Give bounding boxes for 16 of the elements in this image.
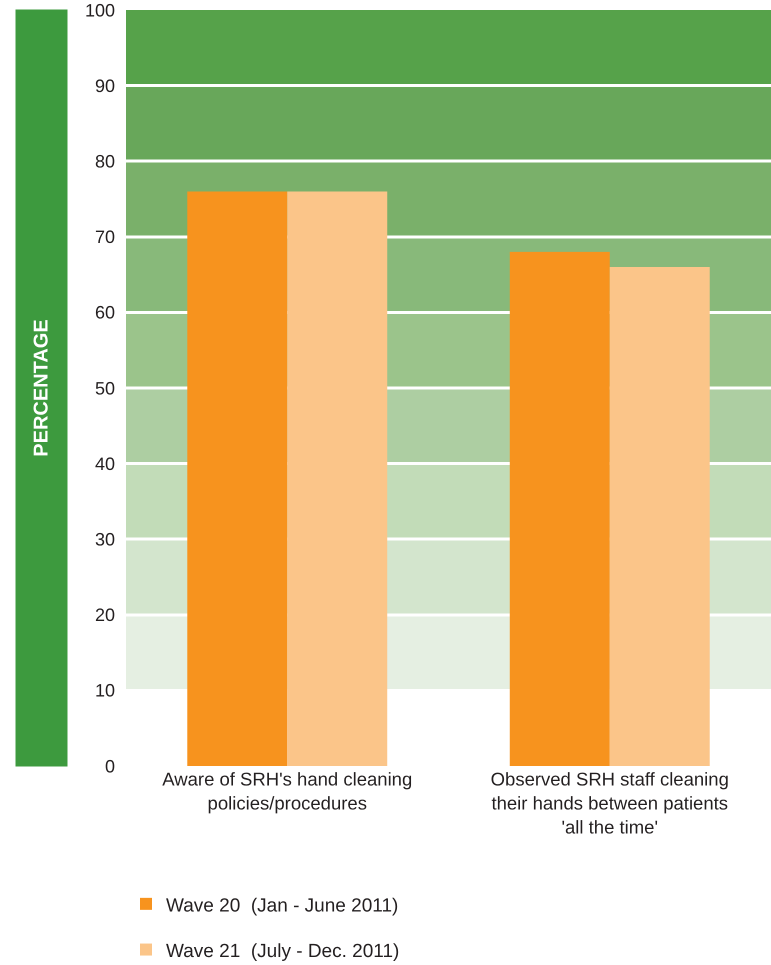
- y-tick-label: 10: [94, 680, 115, 701]
- y-tick-label: 0: [104, 756, 115, 776]
- x-tick-label: Observed SRH staff cleaning their hands between patients 'all the time': [490, 768, 729, 838]
- legend-label: Wave 21 (July - Dec. 2011): [166, 940, 400, 962]
- y-tick-label: 60: [94, 302, 115, 323]
- x-tick-label: Aware of SRH's hand cleaning policies/procedures: [162, 768, 412, 814]
- y-tick-label: 50: [94, 378, 115, 398]
- y-tick-label: 20: [94, 605, 115, 626]
- y-tick-label: 30: [94, 530, 115, 550]
- y-tick-label: 70: [94, 227, 115, 248]
- y-tick-label: 40: [94, 454, 115, 474]
- y-axis-title: PERCENTAGE: [30, 319, 52, 457]
- y-tick-label: 80: [94, 152, 115, 172]
- y-tick-label: 90: [94, 76, 115, 96]
- y-tick-label: 100: [84, 0, 115, 20]
- legend-label: Wave 20 (Jan - June 2011): [166, 895, 398, 916]
